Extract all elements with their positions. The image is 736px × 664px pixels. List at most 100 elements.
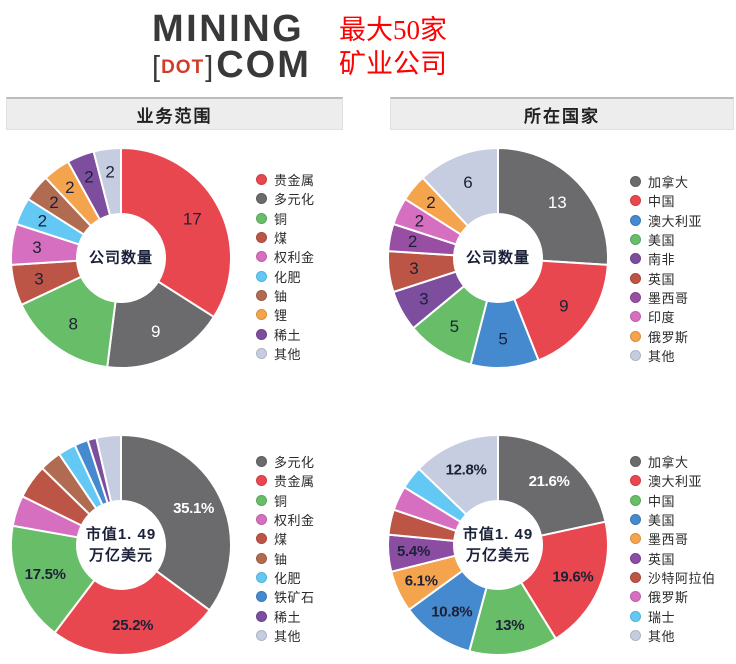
donut-center-label-line: 万亿美元 <box>465 547 530 564</box>
legend-label: 沙特阿拉伯 <box>648 570 716 586</box>
legend-label: 墨西哥 <box>648 532 689 548</box>
legend-color-dot <box>630 349 641 361</box>
legend-label: 铀 <box>274 288 288 304</box>
legend-item-煤: 煤 <box>256 228 315 247</box>
legend-color-dot <box>630 494 641 506</box>
legend-item-权利金: 权利金 <box>256 510 315 529</box>
segment-value-label: 2 <box>415 212 424 231</box>
segment-value-label: 5 <box>498 330 507 349</box>
legend-color-dot <box>256 309 267 321</box>
segment-value-label: 2 <box>105 162 114 181</box>
legend-color-dot <box>630 591 641 603</box>
segment-value-label: 2 <box>426 193 435 212</box>
legend-item-其他: 其他 <box>256 344 315 363</box>
legend-item-稀土: 稀土 <box>256 606 315 625</box>
legend-label: 美国 <box>648 233 676 249</box>
legend-label: 俄罗斯 <box>648 329 689 345</box>
legend-color-dot <box>256 475 267 487</box>
legend-color-dot <box>630 629 641 641</box>
legend-item-其他: 其他 <box>630 626 716 645</box>
legend-label: 英国 <box>648 271 676 287</box>
legend-color-dot <box>630 291 641 303</box>
section-header-country: 所在国家 <box>390 97 734 130</box>
legend-color-dot <box>630 456 641 468</box>
legend-item-中国: 中国 <box>630 191 702 210</box>
logo-mining-text: MINING <box>152 8 305 50</box>
section-header-business-scope: 业务范围 <box>6 97 343 130</box>
legend-label: 稀土 <box>274 609 302 625</box>
logo-bracket-right: ] <box>205 51 214 83</box>
legend-item-美国: 美国 <box>630 510 716 529</box>
donut-center-label-line: 市值1. 49 <box>85 526 157 543</box>
legend-item-英国: 英国 <box>630 268 702 287</box>
donut-center-label: 公司数量 <box>89 248 153 269</box>
legend-label: 铀 <box>274 551 288 567</box>
segment-value-label: 13 <box>548 193 567 212</box>
segment-value-label: 9 <box>151 322 160 341</box>
legend-color-dot <box>256 629 267 641</box>
segment-value-label: 17 <box>183 209 202 228</box>
logo-bracket-left: [ <box>152 51 161 83</box>
legend-item-锂: 锂 <box>256 305 315 324</box>
donut-segment-多元化 <box>120 434 232 612</box>
legend-label: 多元化 <box>274 192 315 208</box>
legend-label: 多元化 <box>274 455 315 471</box>
legend-label: 其他 <box>274 346 302 362</box>
section-title-business-scope: 业务范围 <box>136 106 213 126</box>
legend-label: 权利金 <box>274 513 315 529</box>
legend-label: 贵金属 <box>274 474 315 490</box>
donut-chart-country-market-cap: 21.6% 19.6% 13% 10.8% 6.1% 5.4% 12.8% <box>387 434 609 656</box>
legend-label: 英国 <box>648 551 676 567</box>
segment-value-label: 9 <box>559 296 568 315</box>
legend-label: 其他 <box>274 628 302 644</box>
legend-label: 瑞士 <box>648 609 676 625</box>
legend-color-dot <box>630 311 641 323</box>
legend-label: 印度 <box>648 310 676 326</box>
segment-value-label: 19.6% <box>552 568 593 585</box>
segment-value-label: 35.1% <box>173 500 214 517</box>
legend-item-化肥: 化肥 <box>256 266 315 285</box>
donut-center-label: 公司数量 <box>466 248 530 269</box>
segment-value-label: 3 <box>409 259 418 278</box>
legend-label: 南非 <box>648 252 676 268</box>
legend-color-dot <box>630 552 641 564</box>
segment-value-label: 2 <box>408 232 417 251</box>
logo-com-text: COM <box>216 44 311 86</box>
segment-value-label: 2 <box>65 178 74 197</box>
legend-color-dot <box>256 328 267 340</box>
legend-label: 化肥 <box>274 570 302 586</box>
legend-color-dot <box>256 552 267 564</box>
donut-segment-铜 <box>10 524 96 634</box>
donut-segment-其他 <box>95 434 122 504</box>
legend-color-dot <box>630 330 641 342</box>
donut-segment-其他 <box>417 434 499 516</box>
legend-label: 稀土 <box>274 327 302 343</box>
donut-segment-加拿大 <box>497 434 607 537</box>
legend-country-company-count: 加拿大 中国 澳大利亚 美国 南非 英国 墨西哥 印度 俄罗斯 其他 <box>630 172 702 365</box>
donut-center-label-line: 公司数量 <box>465 249 531 267</box>
donut-center-label: 市值1. 49 万亿美元 <box>463 524 533 566</box>
legend-item-稀土: 稀土 <box>256 324 315 343</box>
legend-item-权利金: 权利金 <box>256 247 315 266</box>
legend-color-dot <box>630 272 641 284</box>
legend-item-墨西哥: 墨西哥 <box>630 288 702 307</box>
legend-label: 锂 <box>274 308 288 324</box>
legend-color-dot <box>630 176 641 188</box>
legend-item-南非: 南非 <box>630 249 702 268</box>
legend-item-美国: 美国 <box>630 230 702 249</box>
legend-color-dot <box>630 234 641 246</box>
legend-color-dot <box>630 475 641 487</box>
legend-label: 澳大利亚 <box>648 474 703 490</box>
legend-item-铜: 铜 <box>256 209 315 228</box>
donut-segment-中国 <box>513 259 609 362</box>
legend-label: 澳大利亚 <box>648 213 703 229</box>
legend-item-澳大利亚: 澳大利亚 <box>630 471 716 490</box>
legend-color-dot <box>630 514 641 526</box>
segment-value-label: 3 <box>419 289 428 308</box>
legend-label: 其他 <box>648 348 676 364</box>
legend-label: 权利金 <box>274 250 315 266</box>
donut-segment-加拿大 <box>497 147 609 266</box>
legend-item-俄罗斯: 俄罗斯 <box>630 326 702 345</box>
